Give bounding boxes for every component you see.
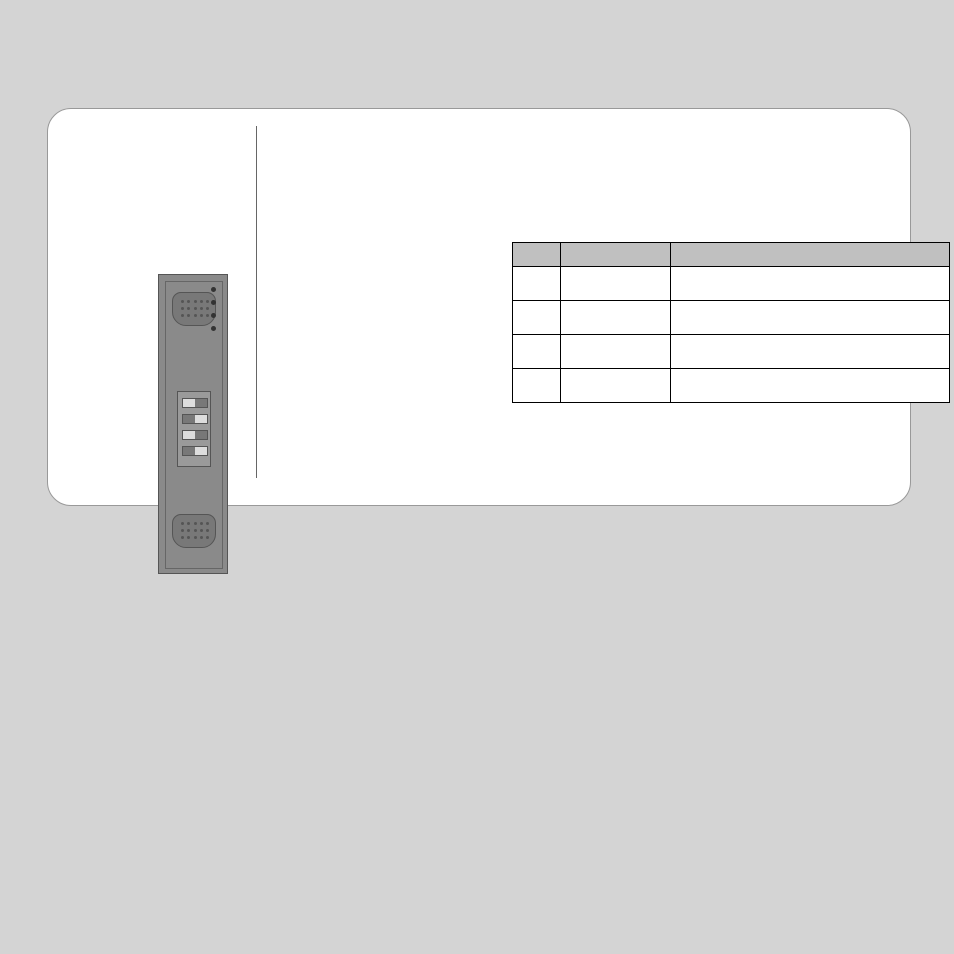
table-header-2 xyxy=(560,243,670,267)
db-port-top xyxy=(172,292,216,326)
table-cell xyxy=(513,267,561,301)
table-cell xyxy=(513,301,561,335)
led-2 xyxy=(211,300,216,305)
table-cell xyxy=(670,301,949,335)
table-cell xyxy=(513,369,561,403)
table-row xyxy=(513,369,950,403)
table-header-1 xyxy=(513,243,561,267)
table-cell xyxy=(560,267,670,301)
table-cell xyxy=(670,335,949,369)
dip-switch-1 xyxy=(182,398,208,408)
db-port-bottom xyxy=(172,514,216,548)
dip-switch-2 xyxy=(182,414,208,424)
led-4 xyxy=(211,326,216,331)
dip-switch-4 xyxy=(182,446,208,456)
vertical-divider xyxy=(256,126,257,478)
table-cell xyxy=(513,335,561,369)
table-cell xyxy=(560,369,670,403)
led-1 xyxy=(211,287,216,292)
table-row xyxy=(513,267,950,301)
table-cell xyxy=(560,335,670,369)
device-diagram xyxy=(158,274,228,574)
table-row xyxy=(513,335,950,369)
table-row xyxy=(513,301,950,335)
dip-switch-3 xyxy=(182,430,208,440)
table-cell xyxy=(560,301,670,335)
table-header-row xyxy=(513,243,950,267)
led-3 xyxy=(211,313,216,318)
table-cell xyxy=(670,369,949,403)
led-column xyxy=(211,287,216,339)
dip-switch-block xyxy=(177,391,211,467)
content-panel xyxy=(47,108,911,506)
table-cell xyxy=(670,267,949,301)
reference-table xyxy=(512,242,950,403)
table-header-3 xyxy=(670,243,949,267)
